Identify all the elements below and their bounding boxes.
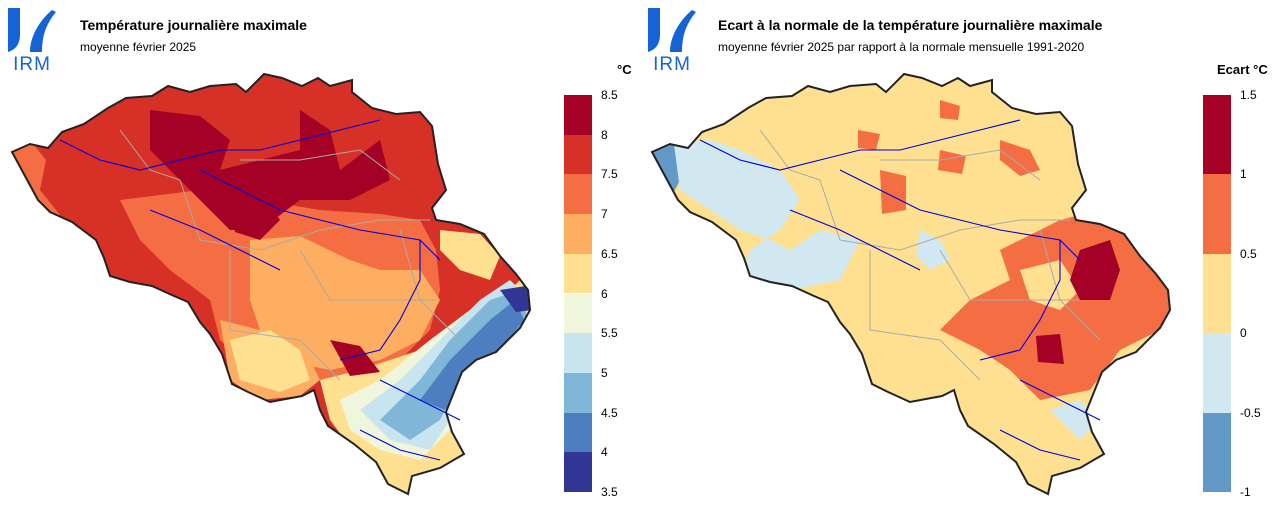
- zone-light-orange: [250, 236, 440, 370]
- legend-color-band: [1203, 174, 1231, 254]
- rivers: [699, 119, 1101, 461]
- legend-tick-label: 6.5: [601, 246, 618, 261]
- zone-hot-2: [230, 190, 280, 240]
- country-border: [10, 72, 532, 496]
- irm-logo-text: IRM: [13, 54, 51, 72]
- irm-logo-text: IRM: [653, 54, 691, 72]
- belgium-temperature-map: [10, 72, 532, 496]
- zone-yellow-south: [230, 330, 310, 392]
- zone-red-south: [1036, 334, 1064, 364]
- legend-tick-label: -0.5: [1240, 405, 1261, 420]
- legend-unit: Ecart °C: [1217, 62, 1268, 77]
- legend-color-band: [1203, 253, 1231, 334]
- legend-color-band: [564, 452, 592, 492]
- legend-color-band: [1203, 412, 1231, 492]
- map-subtitle: moyenne février 2025 par rapport à la no…: [718, 40, 1085, 54]
- legend-tick-label: 0: [1240, 326, 1247, 341]
- legend-tick-label: 8: [601, 127, 608, 142]
- irm-logo: IRM: [648, 8, 696, 72]
- zone-yellow-inset: [1020, 260, 1080, 310]
- legend-color-band: [564, 134, 592, 175]
- zone-orange-left: [858, 130, 880, 150]
- zone-dark-blue: [420, 300, 524, 410]
- legend-tick-label: 3.5: [601, 485, 618, 499]
- zone-orange-mid: [938, 150, 966, 174]
- map-title: Ecart à la normale de la température jou…: [718, 17, 1103, 33]
- legend-tick-label: 5: [601, 365, 608, 380]
- legend-tick-label: 4.5: [601, 405, 618, 420]
- zone-east-yellow: [440, 230, 500, 280]
- legend-tick-label: 7: [601, 207, 608, 222]
- temperature-legend: 8.5 8 7.5 7 6.5 6 5.5 5 4.5 4 3.5: [564, 88, 618, 499]
- legend-color-band: [564, 214, 592, 254]
- zone-hot-3: [330, 340, 380, 376]
- zone-light-blue-west: [674, 140, 860, 290]
- legend-color-band: [1203, 95, 1231, 175]
- rivers: [59, 119, 461, 461]
- country-border: [650, 72, 1172, 496]
- map-subtitle: moyenne février 2025: [80, 40, 197, 54]
- irm-logo-mark-left: [8, 8, 20, 52]
- irm-logo-mark-right: [670, 10, 696, 52]
- legend-tick-label: 7.5: [601, 167, 618, 182]
- legend-tick-label: 0.5: [1240, 246, 1257, 261]
- zone-light-blue-center: [916, 230, 950, 270]
- zone-orange-top: [940, 100, 960, 120]
- legend-tick-label: 6: [601, 286, 608, 301]
- legend-tick-label: 1.5: [1240, 88, 1257, 102]
- irm-logo: IRM: [8, 8, 56, 72]
- anomaly-legend: 1.5 1 0.5 0 -0.5 -1: [1203, 88, 1261, 499]
- legend-color-band: [564, 174, 592, 215]
- zone-orange-center: [880, 170, 906, 214]
- legend-color-band: [564, 293, 592, 334]
- zone-hot-1: [150, 110, 390, 230]
- zone-orange-north: [1000, 140, 1040, 176]
- legend-color-band: [1203, 333, 1231, 413]
- legend-color-band: [564, 372, 592, 413]
- legend-color-band: [564, 253, 592, 294]
- zone-red-east: [1070, 240, 1120, 300]
- zone-deepest-blue: [500, 286, 530, 312]
- belgium-anomaly-map: [650, 72, 1172, 496]
- legend-tick-label: -1: [1240, 485, 1251, 499]
- legend-tick-label: 8.5: [601, 88, 618, 102]
- legend-color-band: [564, 412, 592, 453]
- legend-unit: °C: [617, 62, 632, 77]
- max-temperature-panel: IRM Température journalière maximale moy…: [8, 8, 632, 499]
- legend-tick-label: 1: [1240, 167, 1247, 182]
- legend-tick-label: 5.5: [601, 326, 618, 341]
- legend-color-band: [564, 333, 592, 373]
- map-title: Température journalière maximale: [80, 17, 307, 33]
- irm-logo-mark-right: [30, 10, 56, 52]
- legend-tick-label: 4: [601, 445, 608, 460]
- irm-logo-mark-left: [648, 8, 660, 52]
- legend-color-band: [564, 95, 592, 135]
- anomaly-panel: IRM Ecart à la normale de la température…: [640, 0, 1280, 507]
